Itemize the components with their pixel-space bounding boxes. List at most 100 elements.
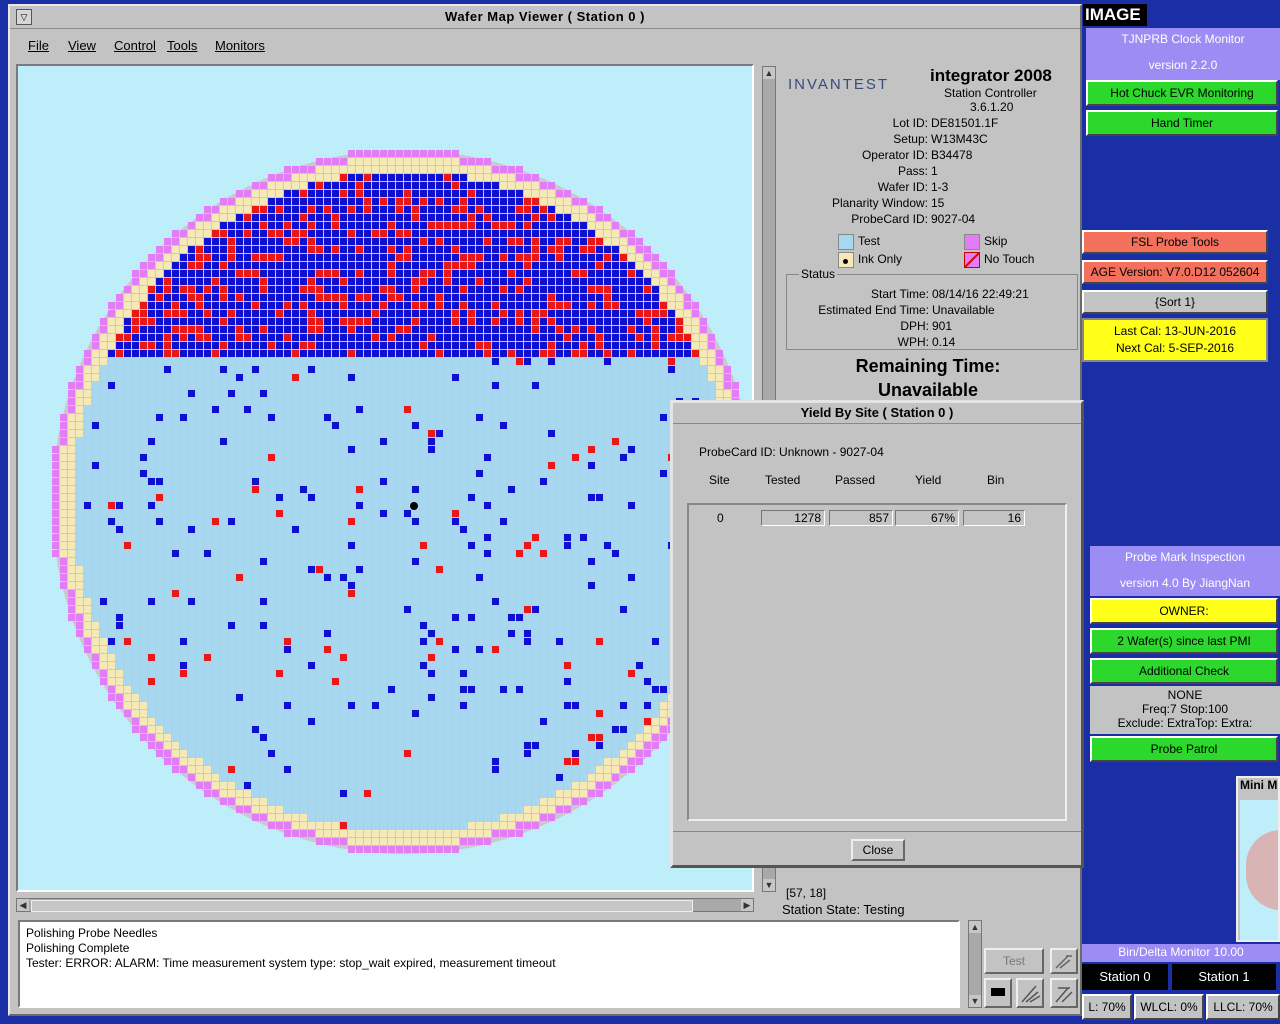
wafer-die-grid[interactable] — [52, 150, 752, 854]
die — [396, 502, 403, 509]
die — [196, 342, 203, 349]
die — [420, 622, 427, 629]
die — [556, 206, 563, 213]
die — [540, 190, 547, 197]
die — [420, 614, 427, 621]
die — [532, 494, 539, 501]
die — [292, 406, 299, 413]
die — [604, 630, 611, 637]
die — [236, 214, 243, 221]
die — [140, 294, 147, 301]
die — [324, 334, 331, 341]
die — [468, 630, 475, 637]
wafer-map-canvas[interactable] — [18, 66, 752, 890]
die — [212, 278, 219, 285]
die — [444, 406, 451, 413]
die — [228, 462, 235, 469]
die — [244, 310, 251, 317]
die — [620, 302, 627, 309]
menu-monitors[interactable]: Monitors — [215, 38, 265, 53]
die — [492, 286, 499, 293]
die — [124, 542, 131, 549]
die — [500, 398, 507, 405]
die — [508, 662, 515, 669]
die — [428, 598, 435, 605]
die — [148, 358, 155, 365]
die — [628, 622, 635, 629]
die — [412, 494, 419, 501]
die — [236, 446, 243, 453]
menu-file[interactable]: File — [28, 38, 49, 53]
die — [364, 350, 371, 357]
die — [396, 326, 403, 333]
menu-view[interactable]: View — [68, 38, 96, 53]
die — [436, 158, 443, 165]
die — [572, 414, 579, 421]
die — [596, 638, 603, 645]
die — [428, 206, 435, 213]
die — [252, 630, 259, 637]
die — [100, 638, 107, 645]
die — [124, 454, 131, 461]
die — [268, 550, 275, 557]
die — [412, 182, 419, 189]
menu-tools[interactable]: Tools — [167, 38, 198, 53]
die — [332, 174, 339, 181]
die — [572, 462, 579, 469]
die — [588, 662, 595, 669]
die — [140, 654, 147, 661]
die — [332, 230, 339, 237]
die — [516, 342, 523, 349]
die — [436, 486, 443, 493]
die — [476, 526, 483, 533]
die — [324, 230, 331, 237]
die — [156, 686, 163, 693]
die — [348, 350, 355, 357]
die — [660, 574, 667, 581]
die — [468, 246, 475, 253]
die — [396, 334, 403, 341]
die — [516, 358, 523, 365]
die — [268, 214, 275, 221]
die — [532, 582, 539, 589]
die — [612, 478, 619, 485]
window-menu-icon[interactable]: ▽ — [16, 9, 32, 25]
die — [244, 470, 251, 477]
die — [476, 486, 483, 493]
die — [188, 374, 195, 381]
die — [700, 334, 707, 341]
die — [316, 302, 323, 309]
die — [364, 470, 371, 477]
wafer-map[interactable] — [16, 64, 754, 892]
die — [524, 446, 531, 453]
die — [644, 246, 651, 253]
die — [284, 502, 291, 509]
die — [404, 670, 411, 677]
die — [252, 294, 259, 301]
die — [444, 486, 451, 493]
die — [260, 526, 267, 533]
die — [212, 374, 219, 381]
die — [92, 598, 99, 605]
die — [436, 254, 443, 261]
die — [196, 390, 203, 397]
die — [644, 318, 651, 325]
die — [340, 438, 347, 445]
menu-control[interactable]: Control — [114, 38, 156, 53]
die — [660, 566, 667, 573]
die — [292, 326, 299, 333]
die — [644, 486, 651, 493]
die — [396, 214, 403, 221]
die — [476, 622, 483, 629]
die — [356, 614, 363, 621]
die — [596, 446, 603, 453]
die — [84, 614, 91, 621]
die — [388, 550, 395, 557]
die — [596, 518, 603, 525]
die — [420, 550, 427, 557]
die — [316, 614, 323, 621]
die — [228, 438, 235, 445]
die — [380, 494, 387, 501]
die — [452, 614, 459, 621]
die — [588, 366, 595, 373]
